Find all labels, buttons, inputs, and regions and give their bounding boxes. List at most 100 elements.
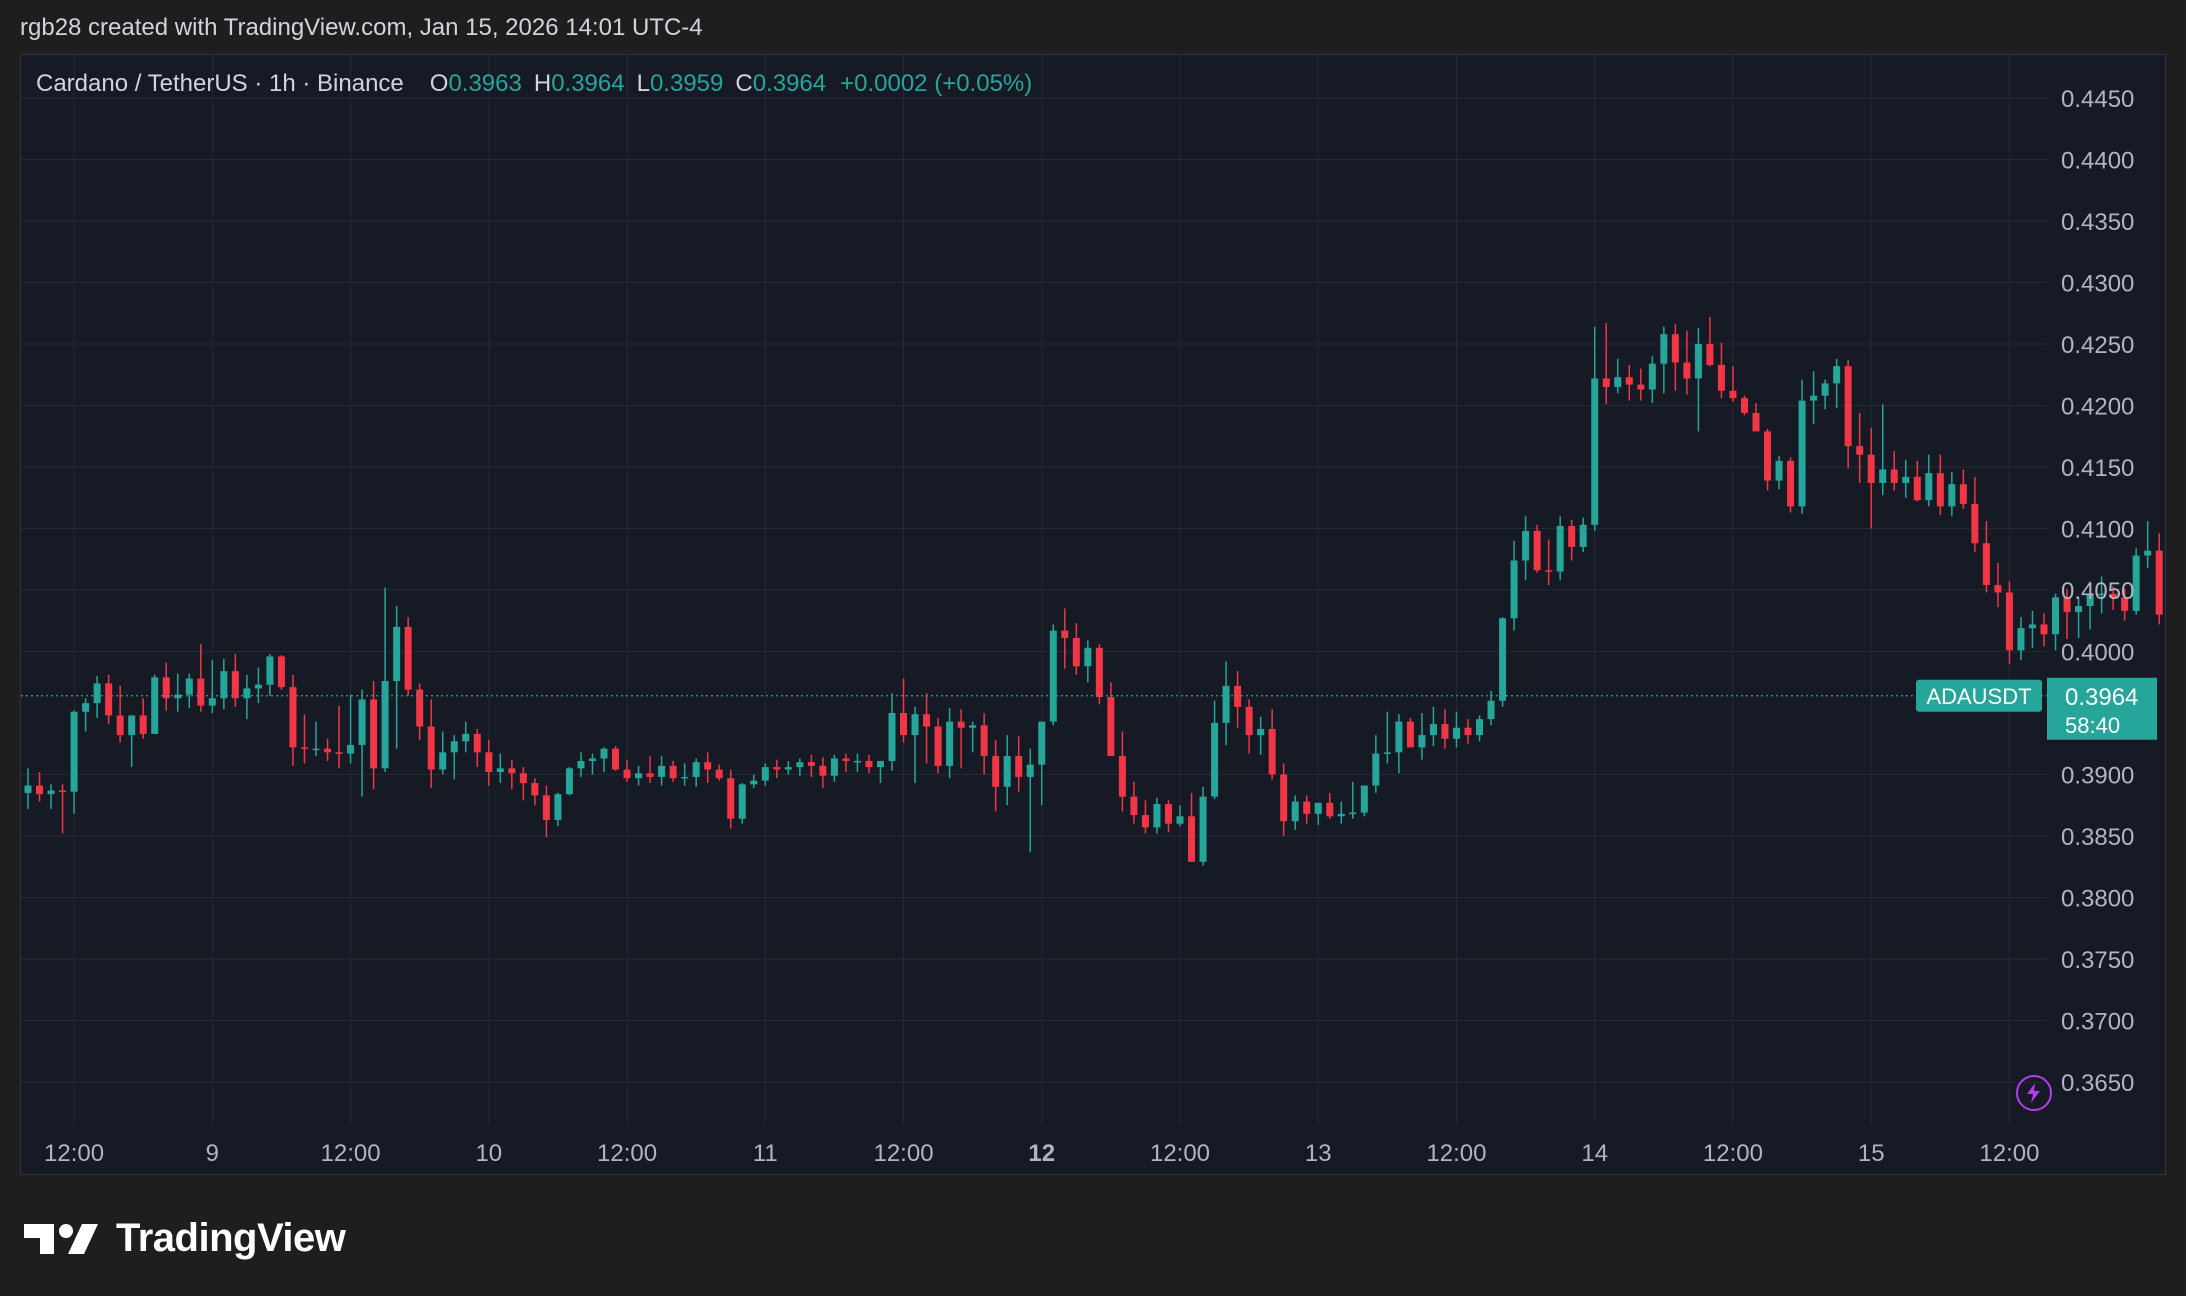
candle-body	[300, 747, 308, 749]
time-tick-label: 10	[475, 1140, 502, 1167]
candle	[277, 655, 285, 690]
candle-body	[1752, 412, 1760, 432]
candle-body	[473, 733, 481, 753]
candle-body	[1326, 802, 1334, 817]
candle	[635, 765, 643, 786]
candle	[404, 617, 412, 696]
candle	[980, 712, 988, 775]
candle	[807, 754, 815, 777]
candle	[612, 746, 620, 771]
candle	[1337, 801, 1345, 824]
price-tick-label: 0.4150	[2061, 455, 2134, 482]
candle	[1464, 719, 1472, 744]
candle	[243, 674, 251, 720]
candle-body	[1694, 344, 1702, 379]
candle-body	[2017, 628, 2025, 651]
candle	[2005, 581, 2013, 664]
symbol-label[interactable]: Cardano / TetherUS · 1h · Binance	[36, 70, 404, 97]
candle	[508, 759, 516, 790]
candle	[1222, 661, 1230, 745]
candle	[1764, 428, 1772, 491]
candle-body	[2109, 593, 2117, 598]
candle	[588, 753, 596, 775]
candle-body	[1406, 721, 1414, 748]
candle-body	[1257, 728, 1265, 736]
candle-body	[243, 688, 251, 699]
candle-body	[1913, 476, 1921, 501]
candle	[1683, 330, 1691, 395]
candle	[312, 721, 320, 757]
candle-body	[1061, 630, 1069, 638]
candle	[1591, 326, 1599, 531]
candle-body	[1533, 530, 1541, 571]
candle	[900, 678, 908, 743]
candle-body	[1176, 816, 1184, 824]
candle-body	[773, 767, 781, 770]
candle	[70, 710, 78, 814]
candle-body	[1395, 721, 1403, 753]
candle-body	[1268, 728, 1276, 775]
candle-body	[1199, 796, 1207, 862]
candle	[1856, 412, 1864, 483]
candle-body	[1141, 815, 1149, 828]
candle	[1775, 455, 1783, 490]
candle-body	[139, 715, 147, 734]
candle	[1936, 454, 1944, 515]
candle-body	[577, 760, 585, 769]
candle-body	[1441, 724, 1449, 739]
tradingview-logo[interactable]: TradingView	[24, 1216, 346, 1261]
chart-frame[interactable]: 0.4450 0.4400 0.4350 0.4300 0.4250 0.4200 0.41…	[20, 54, 2166, 1175]
candle	[1545, 539, 1553, 586]
candle	[162, 662, 170, 711]
candle	[1867, 427, 1875, 529]
candle-body	[761, 767, 769, 781]
candle	[2121, 588, 2129, 621]
price-tick-label: 0.3700	[2061, 1008, 2134, 1035]
candle	[324, 738, 332, 761]
candle-body	[1130, 796, 1138, 816]
candle-body	[1314, 802, 1322, 814]
lightning-bolt-icon[interactable]	[2016, 1075, 2052, 1111]
candle-body	[1671, 334, 1679, 363]
price-tick-label: 0.3900	[2061, 762, 2134, 789]
candle-body	[370, 699, 378, 769]
candle-body	[865, 760, 873, 768]
candle	[358, 689, 366, 797]
candle	[992, 740, 1000, 812]
time-tick-label: 12	[1028, 1140, 1055, 1167]
candle-body	[588, 758, 596, 761]
candle-body	[381, 681, 389, 769]
candle	[462, 721, 470, 753]
candle	[1026, 748, 1034, 852]
candle	[197, 644, 205, 712]
candle	[1787, 457, 1795, 513]
candle-body	[1026, 764, 1034, 777]
candle-body	[1072, 637, 1080, 667]
candle	[623, 759, 631, 782]
candle	[565, 767, 573, 796]
candle-body	[231, 671, 239, 699]
time-tick-label: 14	[1581, 1140, 1608, 1167]
candle-body	[554, 794, 562, 820]
candle	[47, 784, 55, 809]
candle-body	[1429, 724, 1437, 736]
candle	[1141, 800, 1149, 834]
candle	[300, 714, 308, 764]
candle	[1245, 699, 1253, 754]
low-value: 0.3959	[649, 70, 724, 97]
candle	[819, 757, 827, 789]
candle	[439, 731, 447, 775]
candle	[1280, 763, 1288, 836]
candlestick-chart[interactable]: 0.4450 0.4400 0.4350 0.4300 0.4250 0.4200 0.41…	[21, 55, 2165, 1174]
candle	[1810, 371, 1818, 424]
candle-body	[151, 677, 159, 734]
candle	[2086, 581, 2094, 630]
candle-body	[208, 698, 216, 706]
candle-body	[1349, 812, 1357, 815]
candle-body	[1452, 727, 1460, 739]
candle	[1257, 716, 1265, 755]
change-value: +0.0002 (+0.05%)	[840, 70, 1033, 97]
candle	[1994, 562, 2002, 608]
candle-body	[197, 678, 205, 706]
candle-body	[1844, 366, 1852, 447]
